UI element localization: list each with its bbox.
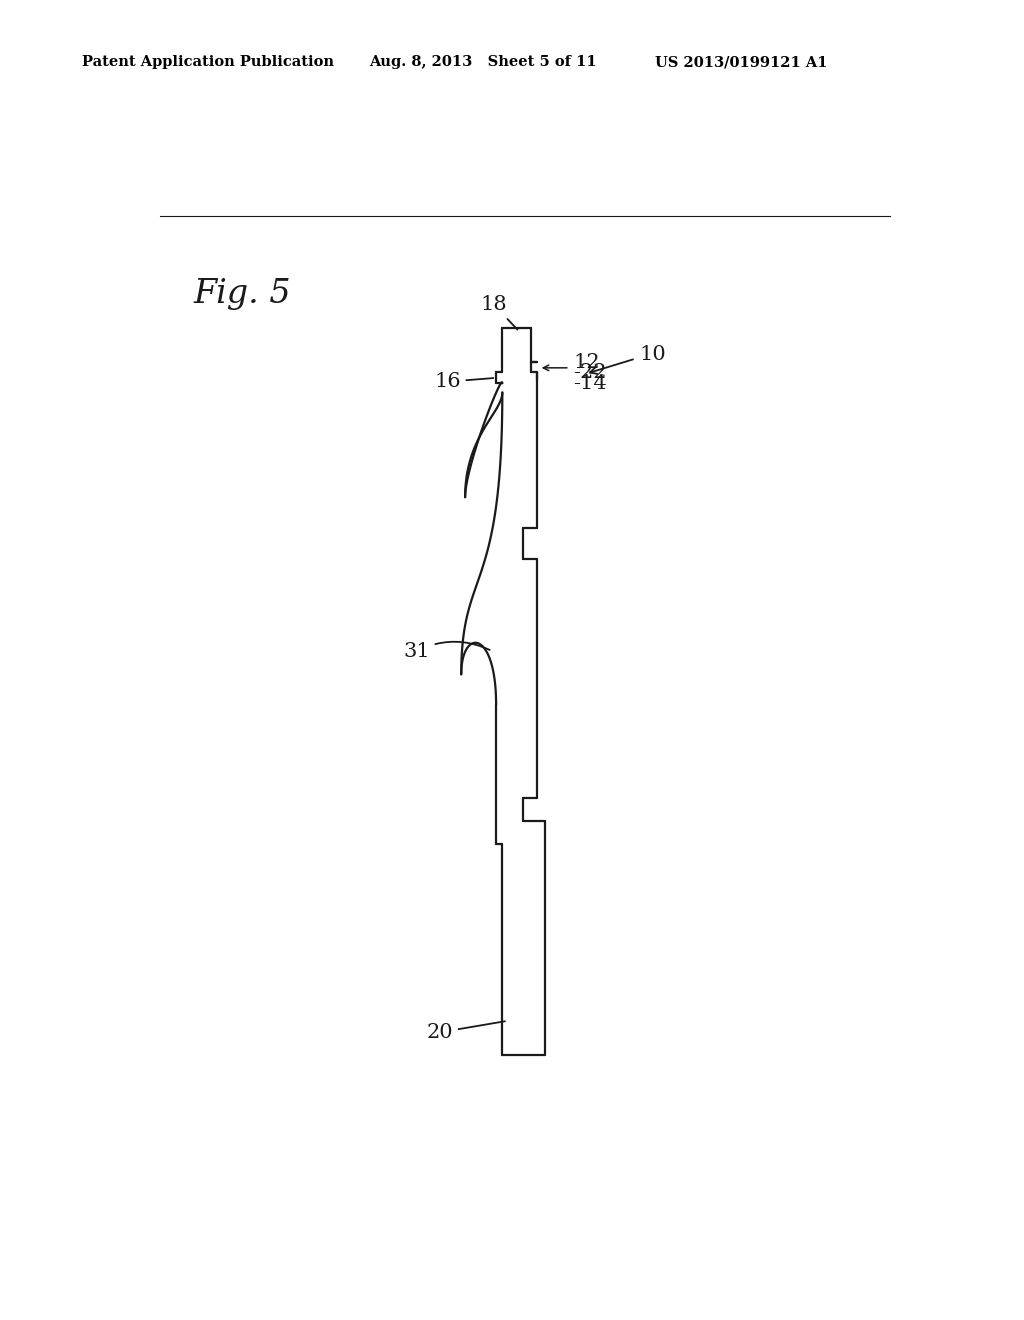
Text: 12: 12	[573, 352, 600, 372]
Text: 16: 16	[434, 372, 494, 391]
Text: 10: 10	[640, 346, 667, 364]
Text: Fig. 5: Fig. 5	[194, 277, 292, 310]
Text: Aug. 8, 2013   Sheet 5 of 11: Aug. 8, 2013 Sheet 5 of 11	[369, 55, 596, 70]
Text: 31: 31	[403, 642, 489, 661]
Text: 18: 18	[480, 296, 517, 330]
Text: -14: -14	[573, 374, 607, 393]
Text: US 2013/0199121 A1: US 2013/0199121 A1	[655, 55, 827, 70]
Text: -22: -22	[573, 363, 607, 381]
Text: 20: 20	[426, 1022, 505, 1041]
Text: Patent Application Publication: Patent Application Publication	[82, 55, 334, 70]
